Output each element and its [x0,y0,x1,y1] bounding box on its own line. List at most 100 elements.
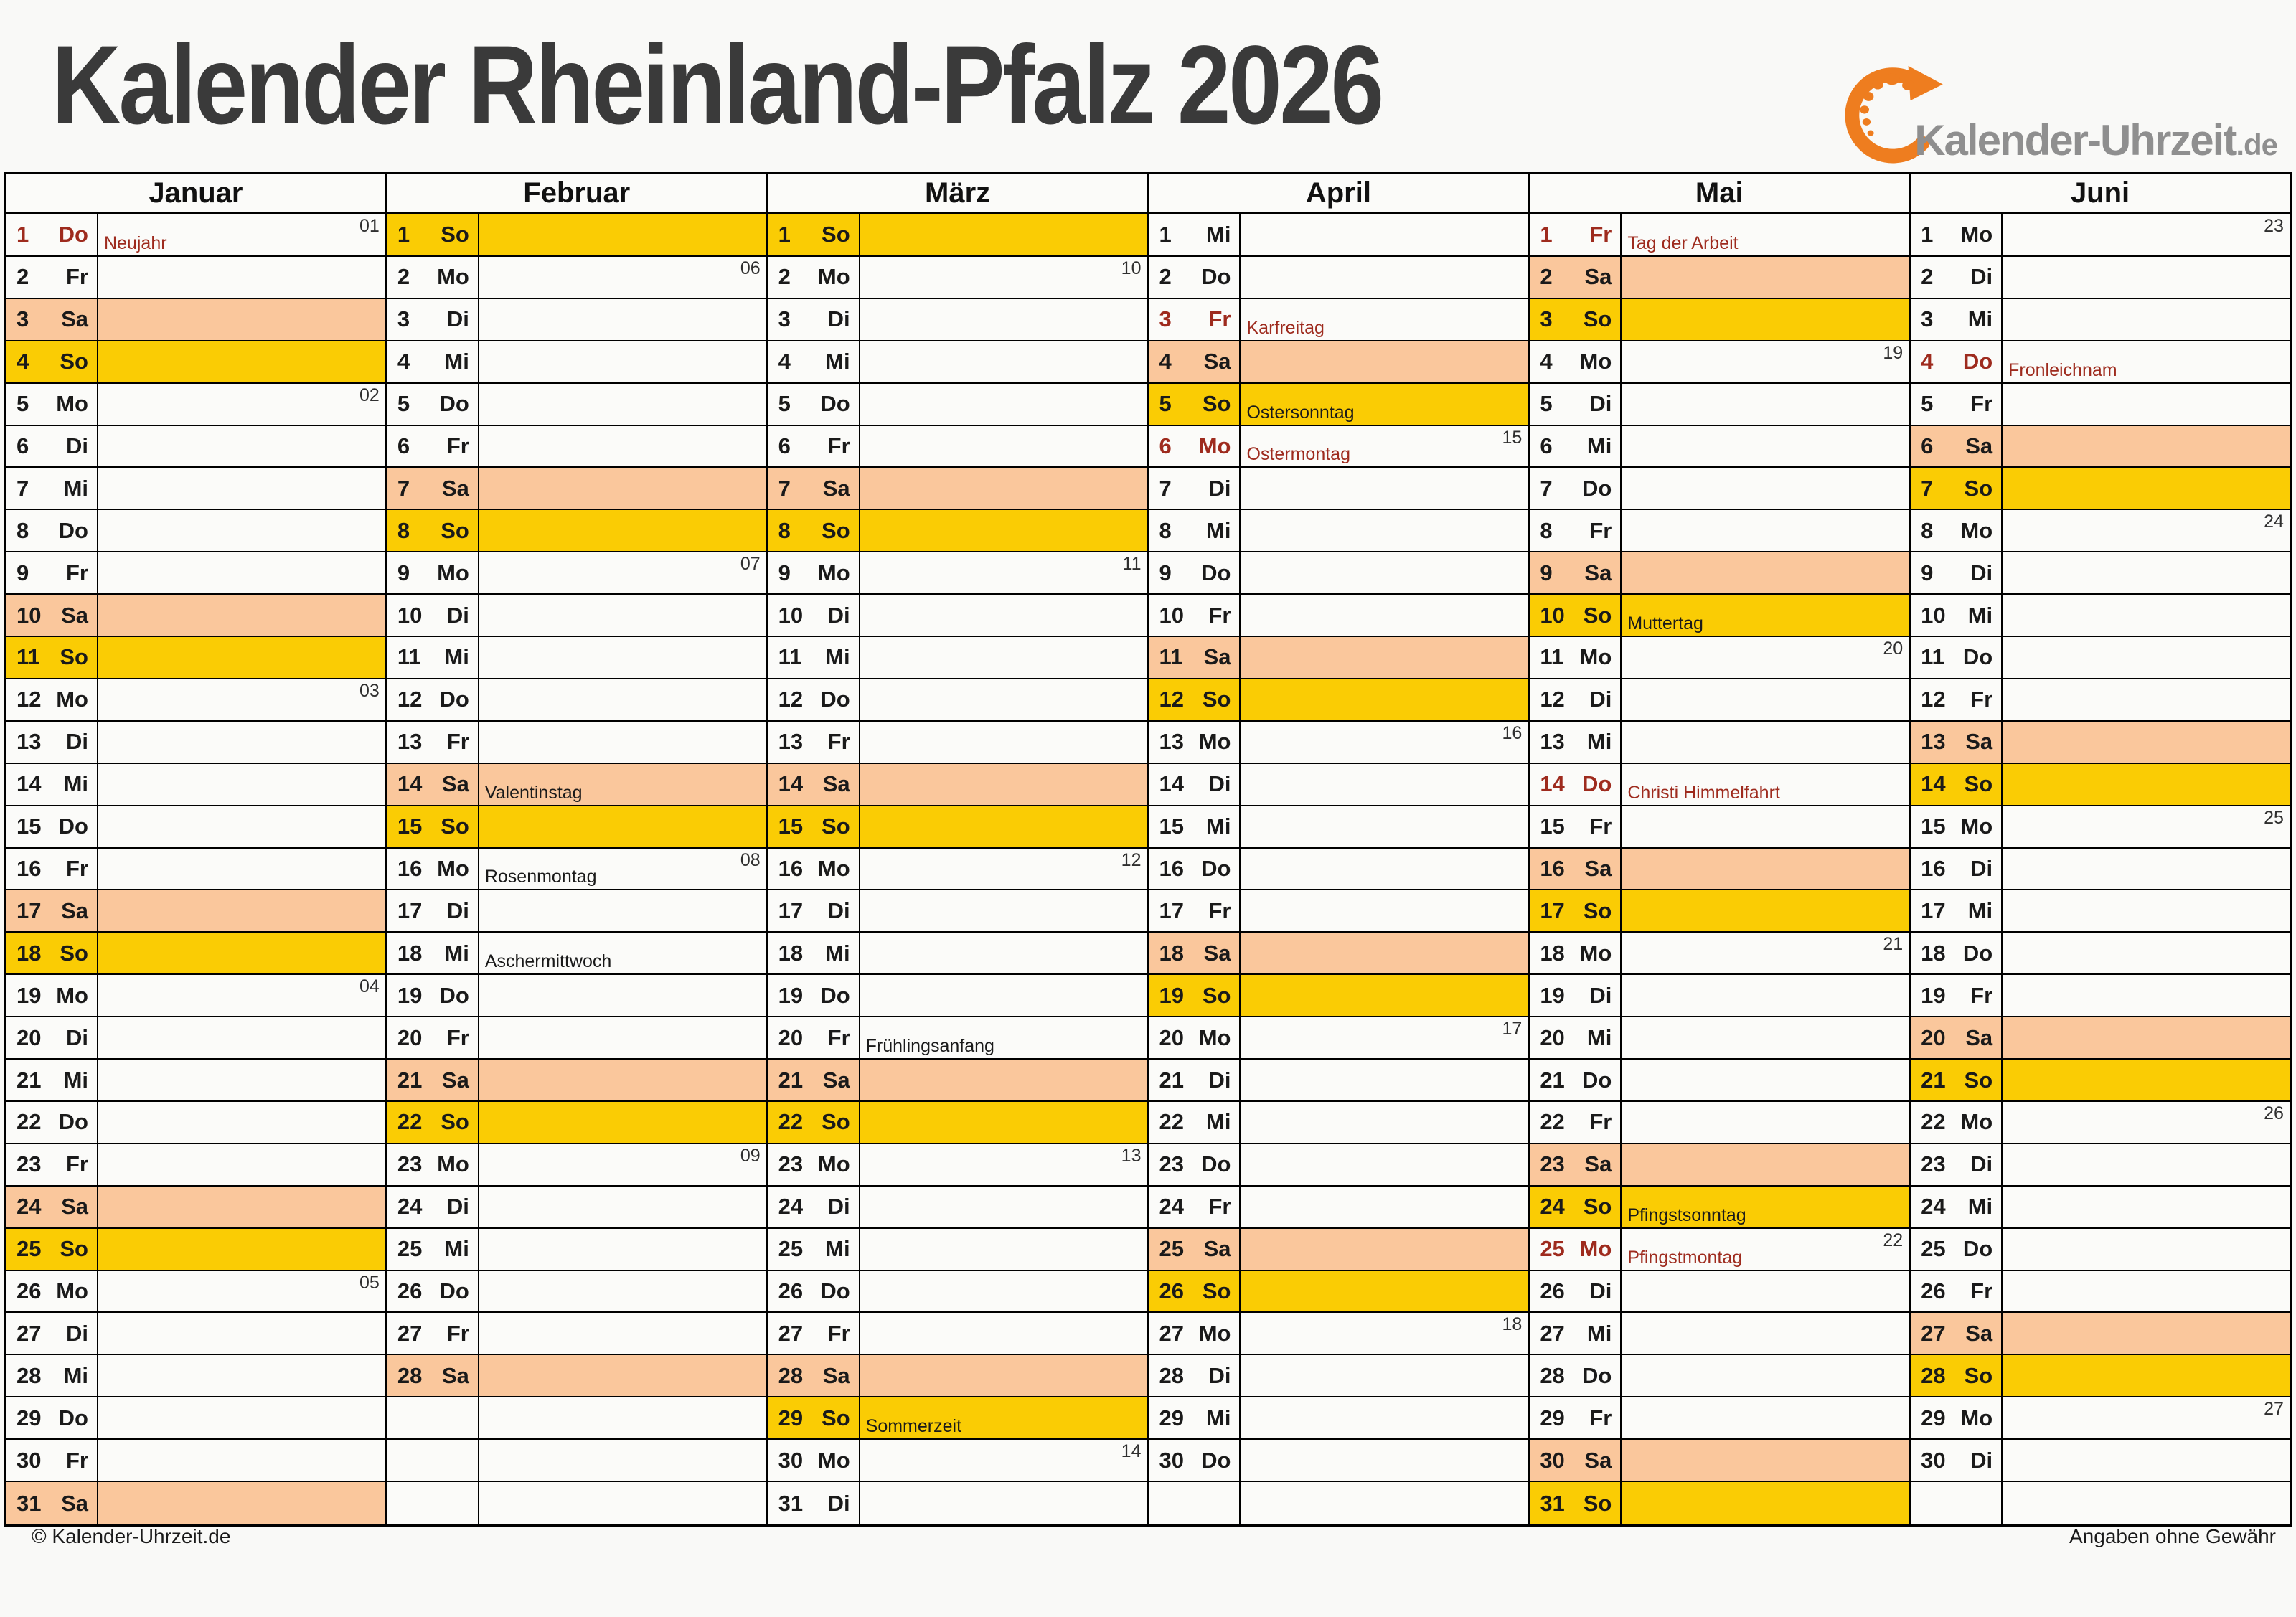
day-weekday: Mi [1206,517,1231,543]
day-number-cell: 26 So [1149,1270,1241,1312]
day-weekday: Fr [1208,306,1231,332]
day-number: 15 [1921,814,1946,839]
day-number-cell: 15 Mi [1149,806,1241,847]
week-number: 12 [1121,849,1142,870]
day-weekday: Do [820,982,850,1008]
day-cell: 12 Do [768,679,1147,722]
day-weekday: Fr [1970,391,1993,417]
day-number: 31 [1540,1490,1565,1516]
day-number: 12 [17,687,42,712]
day-number-cell: 31 Sa [6,1482,98,1524]
day-number: 27 [1921,1320,1946,1346]
day-number-cell: 1 Mi [1149,214,1241,255]
day-number-cell: 28 Sa [387,1355,479,1397]
day-number-cell: 15 So [387,806,479,847]
day-weekday: So [822,517,850,543]
day-info-cell [479,1482,766,1524]
day-info-cell: 08 Rosenmontag [479,848,766,890]
day-number: 17 [1159,897,1184,923]
day-cell: 8 So [768,510,1147,553]
day-cell: 20 Fr Frühlingsanfang [768,1017,1147,1060]
day-number: 16 [1540,855,1565,881]
week-number: 03 [359,680,380,701]
day-cell: 15 Do [6,806,385,849]
day-weekday: Mi [444,349,469,374]
day-info-cell [860,341,1147,382]
day-info-cell [98,1144,385,1185]
day-cell: 19 Di [1530,975,1909,1018]
day-cell: 23 Fr [6,1144,385,1187]
day-number: 6 [1159,433,1172,458]
day-number-cell: 6 Mi [1530,425,1622,467]
day-cell: 28 Mi [6,1355,385,1398]
day-number-cell: 9 Sa [1530,552,1622,594]
day-number: 26 [778,1278,804,1304]
day-info-cell [2003,1482,2290,1524]
day-weekday: Sa [61,897,88,923]
day-info-cell [1622,468,1909,509]
day-number: 28 [1540,1362,1565,1388]
day-weekday: So [1202,982,1231,1008]
day-number-cell: 15 So [768,806,860,847]
day-cell: 20 Fr [387,1017,766,1060]
day-number-cell: 8 Mo [1911,510,2003,552]
day-info-cell [98,425,385,467]
day-number-cell: 19 Do [768,975,860,1017]
day-weekday: Di [66,433,88,458]
day-info-cell [1241,1397,1528,1439]
day-number-cell: 6 Mo [1149,425,1241,467]
day-number-cell: 18 Sa [1149,933,1241,974]
day-weekday: Sa [441,1067,469,1093]
day-cell: 5 Di [1530,383,1909,426]
day-number-cell: 17 Fr [1149,890,1241,932]
day-cell: 9 Mo 11 [768,552,1147,595]
day-weekday: Di [1208,475,1231,501]
day-cell: 28 Do [1530,1355,1909,1398]
day-weekday: Mo [437,560,469,585]
day-info-cell [1622,510,1909,552]
day-info-cell [479,721,766,763]
day-number: 18 [1159,940,1184,966]
day-number: 5 [17,391,29,417]
day-weekday: Do [1581,1362,1612,1388]
day-cell: 19 Fr [1911,975,2290,1018]
day-info-cell [98,256,385,298]
week-number: 17 [1502,1019,1523,1040]
day-info-cell [1241,933,1528,974]
day-info-cell [2003,383,2290,425]
day-info-cell: 23 [2003,214,2290,255]
day-cell: 28 Di [1149,1355,1528,1398]
day-info-cell [1622,1060,1909,1100]
day-number: 16 [1921,855,1946,881]
day-info-cell [479,595,766,636]
day-info-cell [98,890,385,932]
day-cell: 16 Mo 08 Rosenmontag [387,848,766,891]
day-cell: 13 Mo 16 [1149,721,1528,764]
day-number: 19 [778,982,804,1008]
day-cell: 23 Di [1911,1144,2290,1187]
day-weekday: Mo [1198,729,1231,755]
day-number: 8 [17,517,29,543]
day-cell: 22 So [768,1101,1147,1144]
day-number: 24 [1921,1194,1946,1220]
day-cell: 17 Fr [1149,890,1528,933]
day-cell: 11 Sa [1149,637,1528,679]
holiday-label: Tag der Arbeit [1627,232,1739,253]
day-info-cell: 19 [1622,341,1909,382]
day-number: 20 [1921,1024,1946,1050]
day-info-cell [1241,1101,1528,1143]
day-weekday: Do [439,687,469,712]
day-number: 27 [397,1320,423,1346]
day-weekday: Mo [56,982,88,1008]
day-number-cell: 29 Mo [1911,1397,2003,1439]
week-number: 14 [1121,1441,1142,1462]
day-number-cell: 8 Mi [1149,510,1241,552]
day-info-cell [860,468,1147,509]
day-number-cell: 28 Di [1149,1355,1241,1397]
day-number: 1 [1540,222,1553,248]
day-cell: 3 Di [768,298,1147,341]
day-number-cell: 23 Di [1911,1144,2003,1185]
day-number-cell: 20 Mi [1530,1017,1622,1059]
day-number-cell: 4 Mi [387,341,479,382]
day-number-cell: 19 Mo [6,975,98,1017]
